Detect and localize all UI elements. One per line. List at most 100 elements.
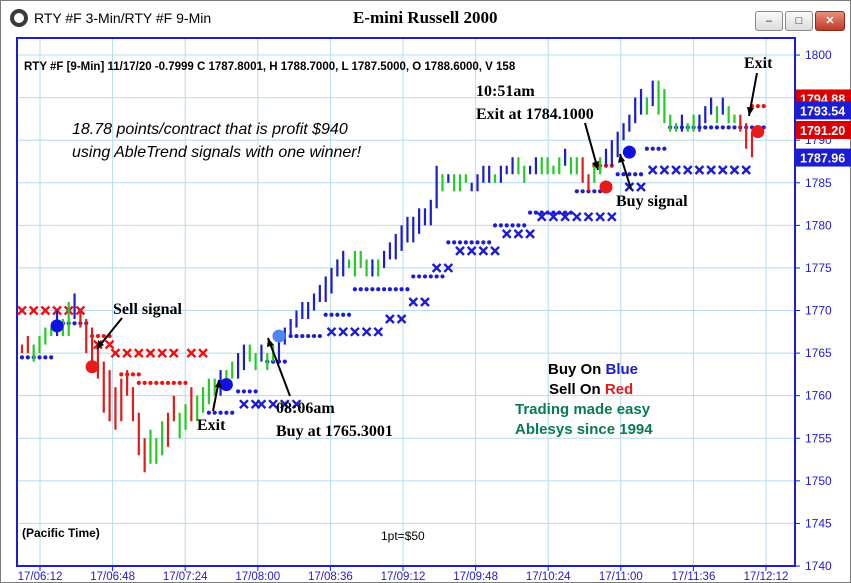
sell-signal-label: Sell signal	[113, 301, 182, 318]
stop-x	[157, 348, 168, 358]
stop-dot	[627, 172, 632, 177]
stop-x-stroke	[548, 211, 559, 222]
stop-x-stroke	[636, 182, 646, 192]
y-tick-label: 1800	[805, 48, 832, 62]
stop-x	[168, 348, 179, 358]
stop-dot	[527, 210, 533, 215]
minimize-button[interactable]: –	[755, 11, 783, 31]
stop-x	[186, 348, 197, 358]
stop-dot	[720, 125, 725, 130]
stop-x-stroke	[122, 348, 132, 358]
x-tick-label: 17/08:36	[308, 571, 353, 583]
price-bars	[20, 80, 754, 473]
buy-price-label: Buy at 1765.3001	[276, 423, 393, 440]
stop-x	[694, 165, 705, 175]
stop-dot	[510, 223, 515, 228]
stop-x	[279, 399, 290, 410]
stop-dot	[101, 333, 106, 339]
stop-x-stroke	[350, 326, 360, 337]
stop-dot	[457, 240, 463, 245]
stop-x	[239, 399, 249, 410]
stop-dot	[726, 125, 731, 130]
profit-line-2: using AbleTrend signals with one winner!	[72, 144, 362, 161]
stop-x-stroke	[326, 326, 337, 337]
stop-dot	[405, 287, 410, 292]
stop-x	[350, 326, 360, 337]
stop-x	[490, 246, 500, 256]
stop-dot	[346, 312, 352, 317]
stop-dot	[317, 333, 322, 339]
stop-x-stroke	[443, 263, 454, 273]
y-tick-label: 1745	[805, 516, 832, 530]
stop-dot	[165, 380, 171, 386]
buy-time-label: 08:06am	[276, 400, 335, 417]
stop-x-stroke	[28, 305, 39, 316]
x-tick-label: 17/06:12	[18, 571, 63, 583]
stop-x	[682, 165, 693, 175]
stop-x-stroke	[133, 348, 144, 358]
stop-dot	[446, 240, 451, 245]
stop-dot	[650, 146, 655, 151]
exit-left-arrowhead	[215, 380, 222, 388]
stop-dot	[142, 380, 147, 386]
window-title: RTY #F 3-Min/RTY #F 9-Min	[34, 10, 212, 26]
close-button[interactable]: ✕	[815, 11, 845, 31]
timezone-label: (Pacific Time)	[22, 526, 100, 540]
stop-dot	[428, 274, 433, 279]
maximize-button[interactable]: □	[785, 11, 813, 31]
stop-dot	[381, 287, 387, 292]
stop-dot	[247, 389, 252, 394]
signal-dot	[272, 329, 286, 343]
x-axis: 17/06:12 17/06:48 17/07:24 17/08:00 17/08:36…	[18, 566, 788, 583]
stop-x	[256, 399, 267, 410]
stop-x-stroke	[239, 399, 249, 410]
stop-dot	[434, 274, 439, 279]
exit-price-label: Exit at 1784.1000	[476, 106, 594, 123]
stop-x-stroke	[525, 229, 535, 239]
stop-x-stroke	[157, 348, 168, 358]
stop-dot	[656, 146, 661, 151]
stop-x-stroke	[408, 297, 419, 307]
stop-dot	[25, 355, 30, 360]
stop-x	[636, 182, 646, 192]
stop-x-stroke	[198, 348, 208, 358]
stop-dot	[580, 189, 585, 194]
price-tag: 1787.96	[796, 148, 851, 167]
stop-dot	[709, 125, 714, 130]
signal-dot	[85, 360, 99, 374]
title-bar[interactable]: RTY #F 3-Min/RTY #F 9-Min E-mini Russell…	[1, 1, 850, 35]
stop-dot	[732, 125, 737, 130]
stop-dot	[358, 287, 363, 292]
price-tag-bg	[796, 101, 851, 120]
stop-dot	[230, 410, 235, 415]
stop-dot	[218, 410, 223, 415]
stop-x-stroke	[431, 263, 442, 273]
stop-x	[291, 399, 302, 410]
stop-dot	[241, 389, 247, 394]
buy-arrow	[267, 337, 291, 397]
exit-right-arrowhead	[747, 107, 754, 116]
stop-x	[583, 211, 594, 222]
stop-x-stroke	[420, 297, 430, 307]
chart-title: E-mini Russell 2000	[353, 8, 498, 27]
stop-dot	[154, 380, 159, 386]
sell-signal-arrowhead	[97, 340, 104, 349]
stop-dot	[148, 380, 153, 386]
stop-dot	[282, 359, 287, 364]
stop-x-stroke	[17, 305, 27, 316]
stop-x	[671, 165, 681, 175]
stop-x	[548, 211, 559, 222]
stop-dot	[463, 240, 468, 245]
stop-x-stroke	[110, 348, 121, 358]
x-tick-label: 17/08:00	[235, 571, 280, 583]
plot-frame	[16, 37, 796, 567]
stop-dot	[452, 240, 457, 245]
stop-x	[338, 326, 349, 337]
stop-dot	[183, 380, 188, 386]
stop-dot	[574, 189, 579, 194]
stop-dot	[300, 333, 305, 339]
y-tick-label: 1785	[805, 176, 832, 190]
y-tick-label: 1750	[805, 474, 832, 488]
stop-dot	[119, 372, 124, 377]
